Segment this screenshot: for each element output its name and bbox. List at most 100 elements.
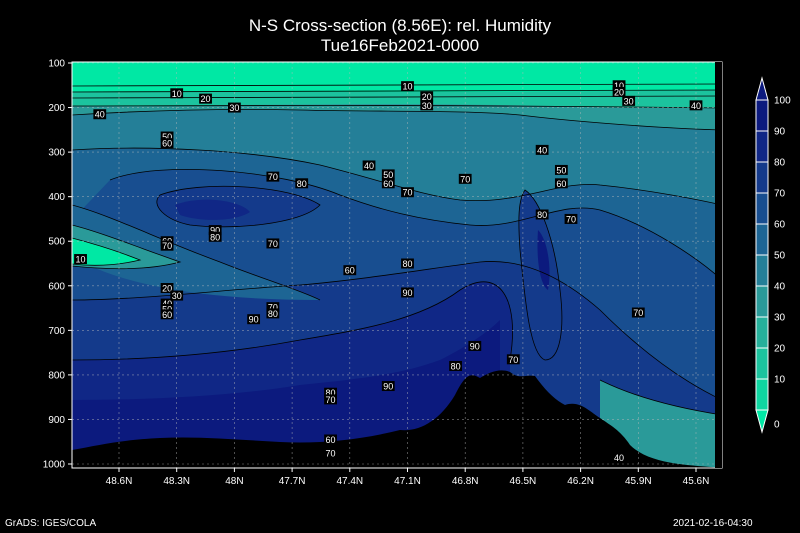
contour-fill bbox=[72, 62, 722, 468]
contour-label: 20 bbox=[614, 87, 624, 97]
contour-label: 40 bbox=[691, 101, 701, 111]
contour-label-bg bbox=[564, 213, 578, 224]
colorbar-top-arrow bbox=[755, 76, 769, 101]
contour-label-bg bbox=[401, 81, 414, 92]
colorbar-label: 40 bbox=[774, 282, 786, 293]
contour-label: 90 bbox=[402, 288, 412, 298]
contour-label-bg bbox=[228, 102, 241, 113]
contour-label: 60 bbox=[556, 179, 566, 189]
contour-label: 20 bbox=[201, 94, 211, 104]
contour-label-bg bbox=[160, 298, 174, 309]
contour-label: 40 bbox=[614, 453, 624, 463]
contour-label-bg bbox=[362, 160, 376, 171]
footer-credit: GrADS: IGES/COLA bbox=[5, 518, 97, 529]
x-tick-label: 45.9N bbox=[625, 476, 652, 487]
contour-label: 60 bbox=[326, 435, 336, 445]
contour-label-bg bbox=[199, 93, 212, 104]
contour-label: 40 bbox=[95, 110, 105, 120]
footer-timestamp: 2021-02-16-04:30 bbox=[673, 518, 753, 529]
colorbar-label: 50 bbox=[774, 251, 786, 262]
contour-label-bg bbox=[689, 100, 703, 111]
y-tick-label: 300 bbox=[48, 148, 65, 159]
contour-label: 30 bbox=[172, 291, 182, 301]
colorbar-label: 10 bbox=[774, 375, 786, 386]
contour-label-bg bbox=[266, 308, 280, 319]
contour-label: 80 bbox=[268, 309, 278, 319]
contour-label: 10 bbox=[402, 82, 412, 92]
contour-label-bg bbox=[266, 302, 280, 313]
contour-label: 80 bbox=[537, 210, 547, 220]
colorbar-segment bbox=[755, 316, 769, 349]
colorbar-segment bbox=[755, 378, 769, 411]
colorbar-label: 30 bbox=[774, 313, 786, 324]
contour-label-bg bbox=[554, 164, 568, 175]
colorbar-label: 60 bbox=[774, 220, 786, 231]
contour-label: 40 bbox=[537, 145, 547, 155]
contour-label-bg bbox=[401, 287, 414, 298]
contour-label: 60 bbox=[345, 266, 355, 276]
contour-label: 70 bbox=[508, 355, 518, 365]
contour-label-bg bbox=[612, 86, 626, 97]
contour-label-bg bbox=[401, 187, 414, 198]
contour-label-bg bbox=[468, 340, 482, 351]
contour-label-bg bbox=[535, 209, 549, 220]
contour-label: 20 bbox=[162, 284, 172, 294]
contour-label-bg bbox=[420, 91, 434, 102]
contour-label: 30 bbox=[422, 101, 432, 111]
y-tick-label: 400 bbox=[48, 192, 65, 203]
colorbar-segment bbox=[755, 347, 769, 380]
contour-label-bg bbox=[160, 283, 174, 294]
contour-label: 10 bbox=[76, 255, 86, 265]
contour-label-bg bbox=[381, 178, 395, 189]
colorbar-segment bbox=[755, 254, 769, 287]
contour-label: 70 bbox=[460, 174, 470, 184]
contour-label-bg bbox=[170, 88, 184, 99]
contour-label-bg bbox=[324, 394, 337, 405]
colorbar-label: 70 bbox=[774, 189, 786, 200]
contour-label: 20 bbox=[422, 92, 432, 102]
contour-label-bg bbox=[160, 240, 174, 251]
x-tick-label: 48N bbox=[225, 476, 243, 487]
contour-label-bg bbox=[506, 354, 520, 365]
x-tick-label: 47.1N bbox=[394, 476, 421, 487]
contour-label-bg bbox=[458, 173, 472, 184]
colorbar-label: 20 bbox=[774, 344, 786, 355]
contour-label: 70 bbox=[566, 214, 576, 224]
contour-label-bg bbox=[170, 290, 184, 301]
x-tick-label: 46.2N bbox=[567, 476, 594, 487]
contour-label: 70 bbox=[326, 395, 336, 405]
x-tick-label: 48.3N bbox=[163, 476, 190, 487]
contour-label: 90 bbox=[210, 226, 220, 236]
colorbar-segment bbox=[755, 223, 769, 256]
contour-label: 70 bbox=[268, 239, 278, 249]
y-tick-label: 700 bbox=[48, 326, 65, 337]
y-tick-label: 900 bbox=[48, 415, 65, 426]
contour-label-bg bbox=[208, 231, 222, 242]
contour-label: 60 bbox=[162, 310, 172, 320]
colorbar-segment bbox=[755, 161, 769, 194]
contour-label: 50 bbox=[383, 170, 393, 180]
contour-label: 70 bbox=[162, 241, 172, 251]
colorbar-label: 100 bbox=[774, 96, 791, 107]
contour-label: 90 bbox=[249, 315, 259, 325]
contour-label-bg bbox=[622, 95, 636, 106]
contour-label-bg bbox=[612, 80, 626, 91]
contour-label-bg bbox=[208, 225, 222, 236]
contour-label: 10 bbox=[614, 81, 624, 91]
colorbar-bottom-arrow bbox=[755, 409, 769, 434]
contour-label: 60 bbox=[162, 139, 172, 149]
y-tick-label: 200 bbox=[48, 103, 65, 114]
x-tick-label: 46.5N bbox=[510, 476, 537, 487]
x-tick-label: 45.6N bbox=[683, 476, 710, 487]
colorbar-label: 90 bbox=[774, 127, 786, 138]
contour-label-bg bbox=[160, 309, 174, 320]
chart-subtitle: Tue16Feb2021-0000 bbox=[320, 36, 480, 55]
x-tick-label: 47.4N bbox=[336, 476, 363, 487]
contour-label: 80 bbox=[451, 361, 461, 371]
contour-label: 90 bbox=[470, 341, 480, 351]
contour-label-bg bbox=[74, 254, 87, 265]
contour-label-bg bbox=[324, 434, 337, 445]
contour-label: 30 bbox=[229, 103, 239, 113]
contour-label: 80 bbox=[402, 259, 412, 269]
